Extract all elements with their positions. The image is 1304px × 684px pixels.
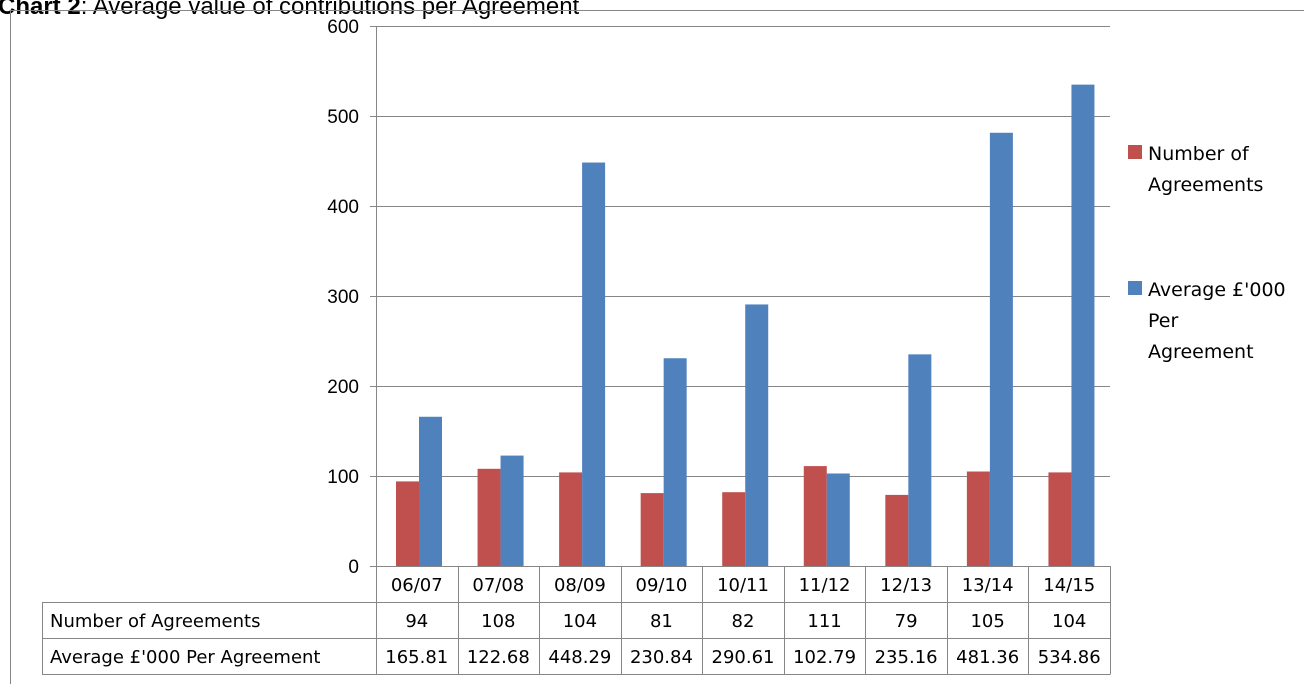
table-cell-value: 102.79 [793,647,856,668]
bar-agreements-10-11 [722,492,746,566]
legend-swatch-agreements [1128,145,1142,159]
table-cell-value: 111 [807,611,841,632]
bar-average-09-10 [663,358,687,566]
bar-average-13-14 [989,132,1013,566]
y-tick-label: 0 [348,557,359,578]
bar-average-10-11 [745,304,769,566]
table-cell-value: 105 [970,611,1004,632]
y-tick-label: 400 [327,197,359,218]
bar-average-11-12 [826,473,850,566]
table-cell-value: 82 [732,611,755,632]
y-tick-label: 600 [327,17,359,38]
table-cell-value: 165.81 [385,647,448,668]
x-tick-label: 14/15 [1043,575,1095,596]
table-cell-value: 534.86 [1038,647,1101,668]
legend-label: Per [1148,310,1178,332]
bar-average-07-08 [500,455,524,566]
bar-agreements-09-10 [640,493,664,566]
x-tick-label: 13/14 [962,575,1014,596]
y-tick-label: 200 [327,377,359,398]
bar-average-12-13 [908,354,932,566]
bar-agreements-08-09 [559,472,583,566]
x-tick-label: 12/13 [880,575,932,596]
bar-average-14-15 [1071,84,1095,566]
bar-agreements-06-07 [396,481,419,566]
x-tick-label: 09/10 [636,575,688,596]
legend-label: Agreement [1148,341,1254,363]
bar-agreements-11-12 [803,466,827,566]
table-cell-value: 81 [650,611,673,632]
table-cell-value: 122.68 [467,647,530,668]
table-cell-value: 94 [405,611,428,632]
chart-area-border [10,10,1304,684]
bar-average-08-09 [582,162,606,566]
table-cell-value: 290.61 [712,647,775,668]
x-tick-label: 10/11 [717,575,769,596]
table-cell-value: 235.16 [875,647,938,668]
x-tick-label: 11/12 [799,575,851,596]
y-tick-label: 500 [327,107,359,128]
bar-agreements-12-13 [885,494,909,566]
bar-agreements-14-15 [1048,472,1072,566]
table-row-label: Number of Agreements [50,611,260,632]
y-tick-label: 100 [327,467,359,488]
table-cell-value: 448.29 [548,647,611,668]
table-cell-value: 104 [563,611,597,632]
table-cell-value: 230.84 [630,647,693,668]
table-cell-value: 108 [481,611,515,632]
legend-label: Number of [1148,143,1250,165]
x-tick-label: 06/07 [391,575,443,596]
legend-label: Average £'000 [1148,279,1286,301]
table-cell-value: 481.36 [956,647,1019,668]
table-cell-value: 79 [895,611,918,632]
bar-agreements-07-08 [477,468,501,566]
table-cell-value: 104 [1052,611,1086,632]
legend-swatch-average [1128,281,1142,295]
bar-agreements-13-14 [966,471,990,566]
x-tick-label: 07/08 [472,575,524,596]
bar-average-06-07 [419,416,442,566]
legend-label: Agreements [1148,174,1263,196]
x-tick-label: 08/09 [554,575,606,596]
table-row-label: Average £'000 Per Agreement [50,647,321,668]
y-tick-label: 300 [327,287,359,308]
